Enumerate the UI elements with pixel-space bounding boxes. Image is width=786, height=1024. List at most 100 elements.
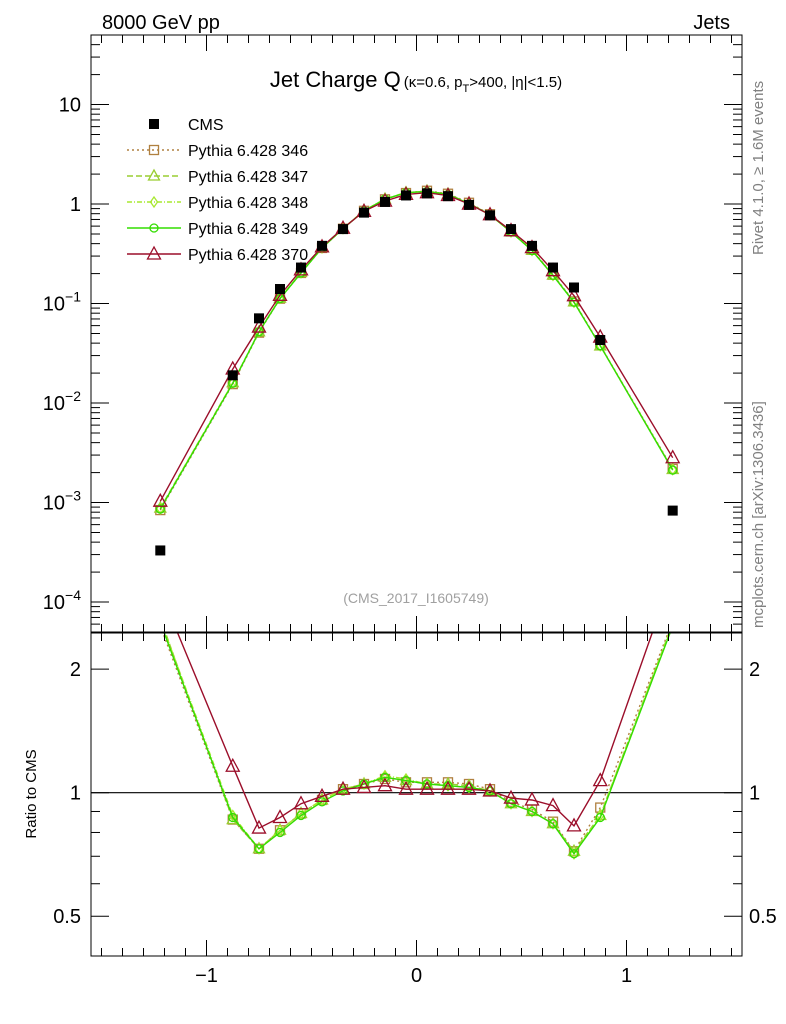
point-p370 <box>665 449 681 464</box>
point-cms <box>401 190 411 201</box>
ratio-point-p370 <box>440 780 456 795</box>
point-cms <box>443 191 453 202</box>
point-cms <box>464 199 474 210</box>
legend-marker-p347 <box>147 168 161 181</box>
rivet-version-label: Rivet 4.1.0, ≥ 1.6M events <box>750 81 767 255</box>
point-cms <box>227 370 238 381</box>
plot-title: Jet Charge Q (κ=0.6, pT>400, |η|<1.5) <box>270 67 562 95</box>
ratio-point-p370 <box>251 819 267 834</box>
y-tick-label: 10−1 <box>43 289 81 316</box>
ratio-point-p349 <box>296 810 306 821</box>
point-cms <box>506 224 516 235</box>
point-cms <box>527 240 537 251</box>
ratio-point-p349 <box>228 812 238 823</box>
ratio-y-tick-label: 0.5 <box>53 906 81 928</box>
ratio-point-p370 <box>592 772 608 787</box>
ratio-point-p370 <box>398 780 414 795</box>
x-tick-label: 0 <box>411 965 422 987</box>
ratio-y-tick-label: 1 <box>70 783 81 805</box>
y-tick-label: 10 <box>59 95 81 117</box>
ratio-point-p349 <box>401 775 411 786</box>
point-p349 <box>668 465 678 475</box>
point-cms <box>380 196 390 207</box>
legend-marker-p370 <box>146 245 162 260</box>
point-p370 <box>566 287 582 302</box>
ratio-point-p370 <box>419 780 435 795</box>
legend-label-p348: Pythia 6.428 348 <box>188 195 308 212</box>
ratio-point-p349 <box>275 827 285 838</box>
source-label: mcplots.cern.ch [arXiv:1306.3436] <box>750 401 767 628</box>
ratio-point-p349 <box>595 812 605 823</box>
ratio-point-p348 <box>359 777 369 791</box>
ratio-curve-p370 <box>176 633 653 830</box>
legend-label-p346: Pythia 6.428 346 <box>188 143 308 160</box>
ratio-y-tick-label: 2 <box>70 659 81 681</box>
ratio-point-p370 <box>154 584 167 596</box>
point-cms <box>485 210 495 221</box>
ratio-point-p348 <box>669 619 676 629</box>
ratio-y-tick-label-right: 0.5 <box>749 906 777 928</box>
ratio-y-tick-label-right: 2 <box>749 659 760 681</box>
x-tick-label: 1 <box>621 965 632 987</box>
legend-label-p349: Pythia 6.428 349 <box>188 221 308 238</box>
ratio-point-p370 <box>524 791 540 806</box>
legend-label-p370: Pythia 6.428 370 <box>188 247 308 264</box>
ratio-y-tick-label-right: 1 <box>749 783 760 805</box>
ratio-point-p370 <box>503 789 519 804</box>
ratio-panel-curves <box>91 584 742 860</box>
ratio-point-p349 <box>569 849 579 859</box>
ratio-point-p349 <box>548 819 558 829</box>
legend-label-p347: Pythia 6.428 347 <box>188 169 308 186</box>
ratio-point-p370 <box>272 809 288 824</box>
y-tick-label: 1 <box>70 194 81 216</box>
point-p370 <box>251 318 267 333</box>
ratio-axis-label: Ratio to CMS <box>23 749 40 838</box>
legend-marker-p346 <box>148 144 160 156</box>
ratio-point-p347 <box>155 612 166 622</box>
point-p349 <box>155 504 165 514</box>
main-panel-frame <box>90 34 743 633</box>
x-tick-label: −1 <box>195 965 218 987</box>
analysis-watermark: (CMS_2017_I1605749) <box>343 590 489 606</box>
ratio-point-p349 <box>422 779 432 789</box>
ratio-point-p349 <box>156 618 164 626</box>
ratio-point-p348 <box>527 805 537 818</box>
point-cms <box>317 240 327 251</box>
point-cms <box>296 262 306 273</box>
ratio-point-p370 <box>225 757 241 772</box>
ratio-point-p370 <box>293 795 309 810</box>
y-tick-label: 10−4 <box>43 587 81 614</box>
ratio-point-p370 <box>566 817 582 832</box>
legend-marker-cms <box>149 119 159 129</box>
point-cms <box>254 313 264 324</box>
ratio-point-p370 <box>482 782 498 797</box>
ratio-point-p370 <box>377 777 393 792</box>
ratio-point-p370 <box>461 780 477 795</box>
ratio-panel-frame <box>90 632 743 957</box>
energy-label: 8000 GeV pp <box>102 12 220 34</box>
ratio-point-p348 <box>569 847 579 860</box>
point-p370 <box>152 492 168 507</box>
ratio-point-p370 <box>335 780 351 795</box>
point-cms <box>422 188 432 199</box>
main-panel-curves <box>152 183 681 556</box>
point-cms <box>359 207 369 218</box>
point-cms <box>338 224 348 235</box>
legend-marker-p348 <box>149 195 159 209</box>
ratio-point-p348 <box>157 615 164 625</box>
ratio-point-p349 <box>254 844 264 854</box>
point-cms <box>667 505 678 516</box>
point-cms <box>595 335 606 346</box>
point-cms <box>548 262 558 273</box>
legend: CMS Pythia 6.428 346 Pythia 6.428 347 Pythi… <box>127 117 308 264</box>
process-label: Jets <box>693 12 730 34</box>
ratio-point-p349 <box>380 772 390 782</box>
legend-marker-p349 <box>149 223 159 233</box>
ratio-point-p370 <box>545 797 561 812</box>
ratio-curve-p346 <box>162 633 669 853</box>
point-cms <box>155 545 166 556</box>
point-cms <box>275 284 285 295</box>
axes: −1 0 1 10 1 10−1 10−2 10−3 10−4 0.5 0.5 1 1 2 2 <box>43 34 777 987</box>
ratio-point-p349 <box>527 806 537 817</box>
